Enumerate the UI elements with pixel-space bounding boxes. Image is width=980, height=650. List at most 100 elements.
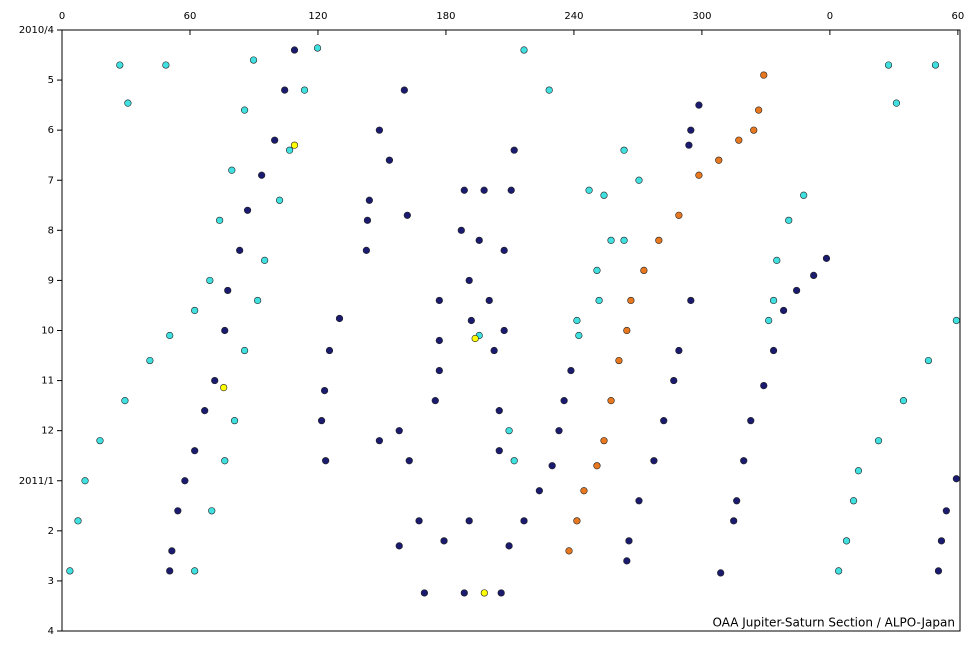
data-point — [96, 437, 104, 445]
data-point — [480, 186, 488, 194]
x-tick-label: 0 — [827, 11, 833, 22]
data-point — [607, 397, 615, 405]
data-point — [467, 316, 475, 325]
data-point — [362, 246, 370, 254]
data-point — [166, 567, 174, 575]
data-point — [635, 497, 643, 505]
data-point — [375, 437, 383, 445]
data-point — [475, 236, 483, 244]
data-point — [615, 356, 623, 365]
data-point — [206, 276, 214, 285]
data-point — [623, 557, 631, 565]
data-point — [565, 547, 573, 555]
data-point — [785, 216, 793, 224]
data-point — [573, 517, 581, 525]
data-point — [640, 266, 648, 275]
data-point — [507, 186, 515, 194]
data-point — [465, 517, 473, 525]
data-point — [623, 326, 631, 335]
data-point — [243, 206, 252, 214]
data-point — [240, 346, 249, 355]
data-point — [191, 306, 199, 315]
data-point — [687, 126, 695, 134]
x-tick-label: 120 — [308, 11, 327, 22]
data-point — [874, 437, 883, 445]
footer: OAA Jupiter-Saturn Section / ALPO-Japan — [712, 616, 955, 630]
data-point — [548, 462, 556, 470]
data-point — [162, 61, 170, 69]
data-point — [490, 346, 498, 355]
data-point — [510, 146, 518, 154]
data-point — [800, 191, 808, 199]
data-point — [937, 537, 946, 545]
data-point — [627, 296, 635, 305]
y-tick-label: 10 — [41, 326, 54, 337]
data-point — [747, 417, 755, 425]
data-point — [435, 296, 443, 305]
data-point — [317, 417, 326, 425]
data-point — [224, 286, 232, 295]
y-tick-label: 8 — [48, 225, 54, 236]
data-point — [575, 331, 583, 340]
data-point — [201, 407, 209, 415]
x-tick-label: 240 — [564, 11, 583, 22]
data-point — [500, 246, 508, 254]
data-point — [769, 296, 778, 305]
data-point — [375, 126, 383, 134]
x-tick-label: 60 — [951, 11, 964, 22]
data-point — [365, 196, 373, 204]
data-point — [760, 71, 768, 79]
data-point — [435, 336, 443, 345]
data-point — [74, 517, 82, 525]
data-point — [208, 507, 216, 515]
data-point — [765, 316, 773, 325]
y-tick-label: 9 — [48, 275, 54, 286]
data-point — [650, 457, 658, 465]
data-point — [236, 246, 244, 254]
data-point — [405, 457, 413, 465]
data-point — [655, 236, 663, 244]
data-point — [174, 507, 182, 515]
data-point — [363, 216, 372, 224]
data-point — [320, 387, 329, 395]
data-point — [715, 156, 723, 164]
data-point — [290, 46, 299, 54]
y-tick-label: 3 — [48, 576, 54, 587]
data-point — [687, 296, 695, 305]
x-tick-label: 300 — [692, 11, 711, 22]
data-point — [230, 417, 239, 425]
data-point — [261, 256, 269, 264]
data-point — [322, 457, 330, 465]
y-tick-label: 11 — [41, 376, 54, 387]
data-point — [275, 196, 284, 204]
data-point — [942, 507, 950, 515]
data-point — [717, 569, 725, 577]
data-point — [216, 216, 224, 224]
y-tick-label: 5 — [48, 75, 54, 86]
data-point — [835, 567, 843, 575]
data-point — [924, 356, 933, 365]
data-point — [440, 537, 448, 545]
data-point — [600, 437, 608, 445]
data-point — [415, 517, 423, 525]
data-point — [249, 56, 258, 64]
data-point — [620, 146, 628, 154]
data-point — [779, 306, 788, 315]
y-tick-label: 7 — [48, 175, 54, 186]
data-point — [730, 517, 738, 525]
data-point — [121, 397, 129, 405]
data-point — [595, 296, 603, 305]
data-point — [505, 542, 513, 550]
data-point — [300, 86, 309, 94]
data-point — [675, 211, 683, 219]
data-point — [607, 236, 615, 244]
y-tick-label: 12 — [41, 426, 54, 437]
data-point — [952, 475, 960, 483]
data-point — [495, 407, 503, 415]
data-point — [81, 477, 89, 485]
data-point — [395, 542, 403, 550]
data-point — [822, 254, 831, 262]
data-point — [228, 166, 236, 174]
data-point — [435, 366, 443, 375]
